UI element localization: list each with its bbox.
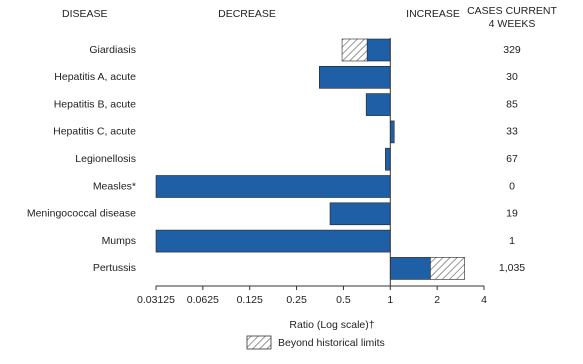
x-axis-label: Ratio (Log scale)† xyxy=(289,319,374,331)
cases-value: 329 xyxy=(503,44,521,56)
bar xyxy=(366,38,391,62)
category-label: Pertussis xyxy=(93,262,136,274)
category-label: Meningococcal disease xyxy=(27,208,136,220)
category-label: Hepatitis B, acute xyxy=(54,98,136,110)
bar-beyond-limit xyxy=(430,257,465,280)
category-label: Hepatitis A, acute xyxy=(54,71,136,83)
bar xyxy=(155,175,391,198)
cases-value: 85 xyxy=(506,98,518,110)
bar xyxy=(389,257,431,280)
header: INCREASE xyxy=(406,8,460,20)
category-label: Legionellosis xyxy=(75,153,136,165)
category-label: Mumps xyxy=(102,235,136,247)
cases-value: 0 xyxy=(509,180,515,192)
legend-label: Beyond historical limits xyxy=(278,337,385,349)
cases-value: 1,035 xyxy=(499,262,525,274)
bar xyxy=(329,202,391,226)
bar xyxy=(389,120,395,144)
header: CASES CURRENT xyxy=(467,5,557,17)
cases-value: 33 xyxy=(506,126,518,138)
x-tick-label: 0.5 xyxy=(336,294,351,306)
category-label: Measles* xyxy=(93,180,136,192)
cases-value: 19 xyxy=(506,208,518,220)
bar xyxy=(155,229,391,253)
category-label: Giardiasis xyxy=(89,44,136,56)
bar xyxy=(365,93,391,116)
cases-value: 30 xyxy=(506,71,518,83)
bar-beyond-limit xyxy=(341,38,368,62)
legend-swatch xyxy=(246,335,272,350)
header: DISEASE xyxy=(62,8,108,20)
x-tick-label: 0.25 xyxy=(286,294,307,306)
bar xyxy=(385,147,391,171)
x-tick-label: 0.125 xyxy=(237,294,263,306)
header: 4 WEEKS xyxy=(489,18,536,30)
x-tick-label: 4 xyxy=(481,294,487,306)
x-tick-label: 2 xyxy=(434,294,440,306)
x-tick-label: 0.03125 xyxy=(137,294,175,306)
bar xyxy=(319,66,391,89)
category-label: Hepatitis C, acute xyxy=(53,126,136,138)
cases-value: 1 xyxy=(509,235,515,247)
header: DECREASE xyxy=(218,8,276,20)
x-tick-label: 0.0625 xyxy=(187,294,219,306)
cases-value: 67 xyxy=(506,153,518,165)
x-tick-label: 1 xyxy=(387,294,393,306)
